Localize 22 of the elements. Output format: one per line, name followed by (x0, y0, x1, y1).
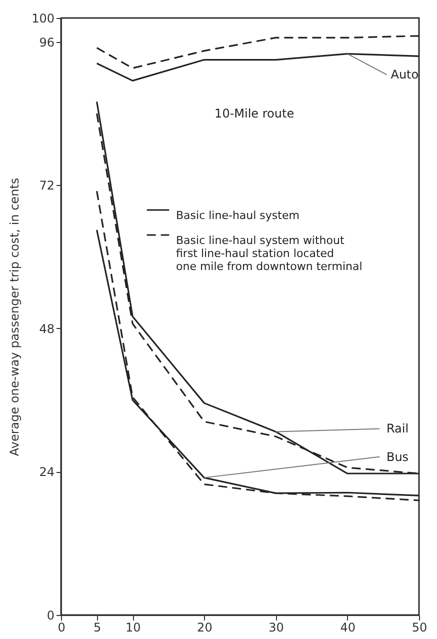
x-tick-label: 20 (197, 620, 212, 634)
x-tick-label: 30 (268, 620, 284, 634)
y-axis-title: Average one-way passenger trip cost, in cents (8, 178, 22, 456)
x-tick-label: 10 (125, 620, 141, 634)
annotation: Rail (386, 422, 409, 436)
x-tick-label: 5 (93, 620, 102, 634)
x-tick-label: 40 (340, 620, 356, 634)
x-tick-label: 0 (58, 620, 66, 634)
annotation: Bus (386, 450, 409, 464)
y-tick-label: 24 (39, 465, 54, 480)
legend-label: Basic line-haul system without first line-haul station located one mile from downtown terminal (176, 234, 362, 273)
annotation: Auto (390, 68, 419, 82)
y-tick-label: 96 (39, 35, 54, 50)
y-tick-label: 100 (32, 12, 54, 26)
y-tick-label: 72 (39, 178, 54, 193)
y-tick-label: 48 (39, 322, 54, 336)
line-series (96, 35, 420, 69)
annotation: 10-Mile route (214, 106, 294, 121)
line-series (96, 53, 420, 82)
y-tick-label: 0 (46, 608, 54, 622)
legend-label: Basic line-haul system (176, 209, 300, 222)
x-tick-label: 50 (412, 620, 428, 634)
